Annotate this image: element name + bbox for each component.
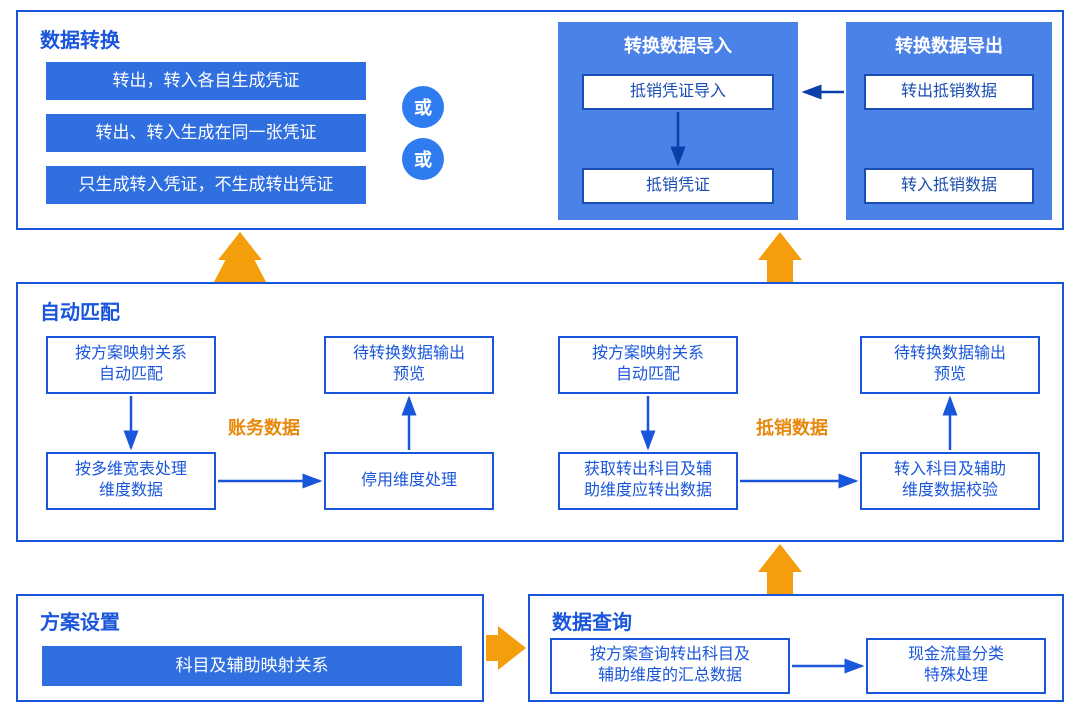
scheme-item: 科目及辅助映射关系 (42, 646, 462, 686)
match-left-c: 待转换数据输出 预览 (324, 336, 494, 394)
panel-auto-match: 自动匹配 按方案映射关系 自动匹配 待转换数据输出 预览 按多维宽表处理 维度数… (16, 282, 1064, 542)
panel-title-match: 自动匹配 (40, 296, 120, 325)
panel-title-scheme: 方案设置 (40, 606, 120, 635)
panel-import: 转换数据导入 抵销凭证导入 抵销凭证 (558, 22, 798, 220)
transform-option-1: 转出，转入各自生成凭证 (46, 62, 366, 100)
panel-title-transform: 数据转换 (40, 24, 120, 53)
export-item-2: 转入抵销数据 (864, 168, 1034, 204)
panel-title-export: 转换数据导出 (846, 32, 1052, 58)
match-right-d: 转入科目及辅助 维度数据校验 (860, 452, 1040, 510)
panel-title-import: 转换数据导入 (558, 32, 798, 58)
query-a: 按方案查询转出科目及 辅助维度的汇总数据 (550, 638, 790, 694)
import-item-2: 抵销凭证 (582, 168, 774, 204)
match-right-a: 按方案映射关系 自动匹配 (558, 336, 738, 394)
label-offset-data: 抵销数据 (756, 414, 828, 440)
panel-export: 转换数据导出 转出抵销数据 转入抵销数据 (846, 22, 1052, 220)
panel-data-transform: 数据转换 转出，转入各自生成凭证 转出、转入生成在同一张凭证 只生成转入凭证，不… (16, 10, 1064, 230)
panel-title-query: 数据查询 (552, 606, 632, 635)
panel-data-query: 数据查询 按方案查询转出科目及 辅助维度的汇总数据 现金流量分类 特殊处理 (528, 594, 1064, 702)
match-left-d: 停用维度处理 (324, 452, 494, 510)
transform-option-2: 转出、转入生成在同一张凭证 (46, 114, 366, 152)
label-ledger-data: 账务数据 (228, 414, 300, 440)
or-circle-2: 或 (402, 138, 444, 180)
import-item-1: 抵销凭证导入 (582, 74, 774, 110)
or-circle-1: 或 (402, 86, 444, 128)
match-right-c: 待转换数据输出 预览 (860, 336, 1040, 394)
match-right-b: 获取转出科目及辅 助维度应转出数据 (558, 452, 738, 510)
match-left-a: 按方案映射关系 自动匹配 (46, 336, 216, 394)
panel-scheme-settings: 方案设置 科目及辅助映射关系 (16, 594, 484, 702)
match-left-b: 按多维宽表处理 维度数据 (46, 452, 216, 510)
query-b: 现金流量分类 特殊处理 (866, 638, 1046, 694)
transform-option-3: 只生成转入凭证，不生成转出凭证 (46, 166, 366, 204)
export-item-1: 转出抵销数据 (864, 74, 1034, 110)
